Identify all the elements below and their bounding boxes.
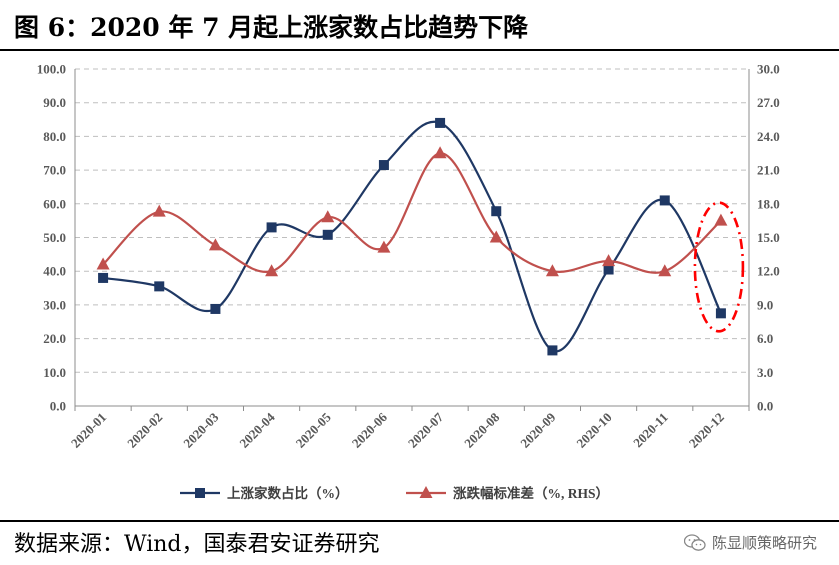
right-tick-label: 3.0: [757, 365, 773, 380]
chart-background: [0, 52, 839, 520]
legend-label-1: 上涨家数占比（%）: [227, 485, 349, 501]
right-tick-label: 9.0: [757, 297, 773, 312]
right-tick-label: 15.0: [757, 230, 780, 245]
series-1-point: [98, 272, 109, 283]
line-chart: 0.0 10.0 20.0 30.0 40.0 50.0 60.0 70.0 80.0 90.0 1…: [0, 52, 839, 520]
series-1-point: [659, 195, 670, 206]
series-1-point: [154, 281, 165, 292]
source-note: 数据来源：Wind，国泰君安证券研究: [14, 532, 380, 557]
legend-marker-2: [419, 486, 433, 498]
series-2-point: [321, 210, 335, 223]
series-1-point: [491, 206, 502, 217]
series-1-point: [378, 160, 389, 171]
series-markers: [96, 117, 728, 356]
series-2-point: [377, 240, 391, 253]
right-tick-label: 0.0: [757, 399, 773, 414]
right-tick-label: 21.0: [757, 163, 780, 178]
wechat-icon: [683, 533, 706, 551]
series-1-point: [322, 229, 333, 240]
source-rule: [0, 520, 839, 522]
legend-marker-1: [195, 488, 205, 498]
series-2-point: [714, 213, 728, 226]
series-2-point: [433, 146, 447, 159]
series-2-point: [96, 257, 110, 270]
left-tick-label: 40.0: [43, 264, 66, 279]
left-tick-label: 0.0: [50, 399, 66, 414]
series-1-point: [603, 264, 614, 275]
right-tick-label: 12.0: [757, 264, 780, 279]
left-tick-label: 50.0: [43, 230, 66, 245]
left-tick-label: 100.0: [37, 62, 66, 77]
series-1-point: [210, 303, 221, 314]
left-tick-label: 80.0: [43, 129, 66, 144]
series-2-point: [265, 264, 279, 277]
right-tick-label: 18.0: [757, 196, 780, 211]
right-tick-label: 6.0: [757, 331, 773, 346]
series-2-point: [545, 264, 559, 277]
left-tick-label: 60.0: [43, 196, 66, 211]
right-tick-label: 24.0: [757, 129, 780, 144]
figure-title: 图 6：2020 年 7 月起上涨家数占比趋势下降: [14, 13, 529, 42]
annotations: [693, 201, 745, 333]
left-tick-label: 30.0: [43, 297, 66, 312]
left-tick-label: 90.0: [43, 95, 66, 110]
watermark-text: 陈显顺策略研究: [711, 534, 817, 552]
series-2-point: [208, 238, 222, 251]
series-2-point: [602, 254, 616, 267]
left-tick-label: 10.0: [43, 365, 66, 380]
series-1-point: [266, 222, 277, 233]
grid-lines: [75, 68, 749, 373]
series-2-point: [152, 204, 166, 217]
highlight-ellipse: [693, 201, 745, 333]
series-1-point: [435, 117, 446, 128]
right-tick-label: 27.0: [757, 95, 780, 110]
right-axis-ticks: 0.0 3.0 6.0 9.0 12.0 15.0 18.0 21.0 24.0 27.0 30.0: [757, 62, 780, 414]
series-2-point: [489, 230, 503, 243]
legend-label-2: 涨跌幅标准差（%, RHS）: [453, 485, 609, 501]
right-tick-label: 30.0: [757, 62, 780, 77]
chart-legend: 上涨家数占比（%） 涨跌幅标准差（%, RHS）: [180, 485, 609, 501]
series-1-point: [547, 345, 558, 356]
series-1-point: [715, 308, 726, 319]
title-rule: [0, 49, 839, 51]
left-tick-label: 20.0: [43, 331, 66, 346]
series-2-point: [658, 264, 672, 277]
watermark: 陈显顺策略研究: [683, 532, 817, 553]
left-axis-ticks: 0.0 10.0 20.0 30.0 40.0 50.0 60.0 70.0 80.0 90.0 1…: [37, 62, 66, 414]
left-tick-label: 70.0: [43, 163, 66, 178]
